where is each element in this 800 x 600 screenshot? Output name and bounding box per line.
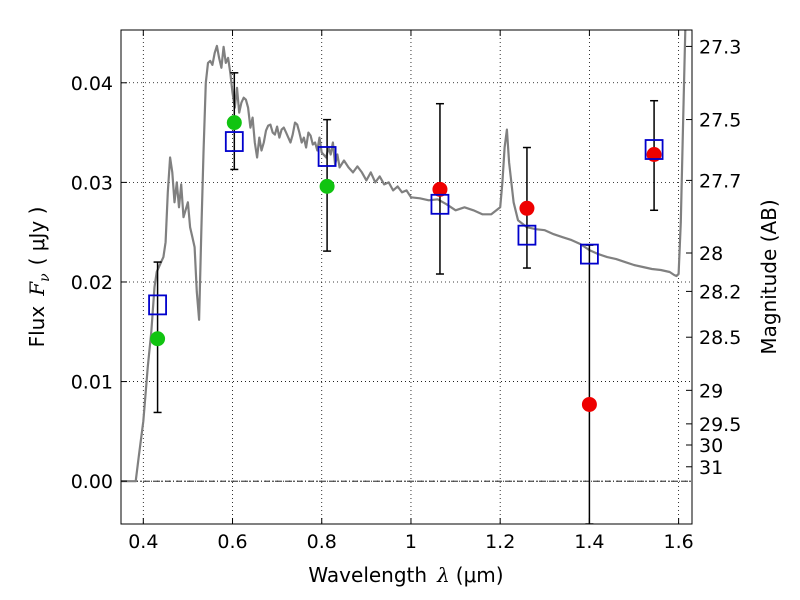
y2-tick-label: 27.5 [699,110,741,132]
grid [121,30,692,524]
data-points [148,115,664,412]
blue-model-square [224,131,244,152]
y2-tick-label: 28.2 [699,281,741,303]
blue-model-square [148,294,167,316]
blue-model-square [517,224,537,246]
y2-tick-label: 30 [699,435,723,457]
x-tick-label: 0.6 [217,531,247,553]
x-tick-label: 1.2 [485,531,515,553]
x-tick-label: 1.6 [664,531,694,553]
green-data-point [319,178,335,194]
axis-ticks: 0.4 0.6 0.8 1 1.2 1.4 1.6 0.00 0.01 0.02 0.03 0.04 2… [71,30,741,553]
y-tick-label: 0.02 [71,272,113,294]
plot-frame [120,29,693,525]
blue-model-square [317,146,337,167]
y-tick-label: 0.04 [71,73,113,95]
red-data-point [432,181,448,197]
y2-tick-label: 27.3 [699,36,741,58]
red-data-point [519,200,535,216]
y-tick-label: 0.03 [71,172,113,194]
blue-model-square [579,243,599,265]
model-spectrum-line [121,30,687,483]
green-data-point [226,115,242,131]
y2-tick-label: 29.5 [699,414,741,436]
x-axis-label: Wavelength λ (μm) [308,563,503,587]
green-data-point [150,331,166,347]
y-tick-label: 0.01 [71,372,113,394]
x-tick-label: 0.4 [128,531,158,553]
blue-model-square [644,139,664,160]
y-axis-label: FluxFν( μJy ) [25,207,53,348]
y-tick-label: 0.00 [71,471,113,493]
x-tick-label: 0.8 [307,531,337,553]
y2-tick-label: 27.7 [699,170,741,192]
y2-tick-label: 28.5 [699,327,741,349]
y2-tick-label: 28 [699,243,723,265]
x-tick-label: 1.4 [574,531,604,553]
y2-tick-label: 29 [699,380,723,402]
x-tick-label: 1 [405,531,417,553]
error-bars [153,72,659,524]
blue-model-square [430,193,450,215]
y2-tick-label: 31 [699,457,723,479]
red-data-point [581,396,597,412]
model-spectrum-layer [121,30,687,483]
y2-axis-label: Magnitude (AB) [757,199,781,354]
